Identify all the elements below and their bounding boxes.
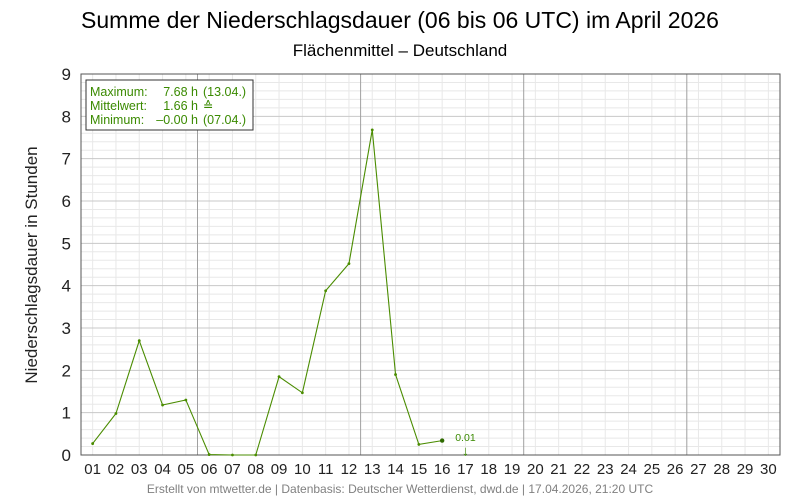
- x-tick-label: 09: [271, 461, 288, 478]
- annotation-arrow: ↓: [462, 443, 469, 459]
- y-tick-label: 5: [62, 234, 71, 253]
- data-point: [277, 375, 281, 379]
- x-tick-label: 29: [737, 461, 754, 478]
- y-tick-label: 9: [62, 65, 71, 84]
- x-tick-label: 03: [131, 461, 148, 478]
- data-point: [207, 453, 211, 456]
- chart-subtitle: Flächenmittel – Deutschland: [293, 41, 508, 60]
- data-point: [161, 403, 164, 407]
- x-tick-label: 04: [154, 461, 171, 478]
- data-point: [137, 339, 141, 343]
- stats-mean-value: 1.66 h: [163, 99, 198, 113]
- y-tick-label: 6: [62, 192, 71, 211]
- y-tick-label: 2: [62, 361, 71, 380]
- x-tick-label: 12: [341, 461, 358, 478]
- x-tick-label: 23: [597, 461, 614, 478]
- annotation-label: 0.01: [455, 432, 476, 444]
- stats-box-frame: [85, 79, 254, 131]
- x-tick-label: 22: [574, 461, 591, 478]
- x-tick-label: 25: [644, 461, 661, 478]
- y-tick-label: 3: [62, 319, 71, 338]
- plot-frame: [80, 73, 781, 456]
- data-point: [417, 443, 421, 446]
- data-point: [184, 398, 188, 402]
- stats-mean-label: Mittelwert:: [90, 99, 147, 113]
- x-tick-labels: 01 02 03 04 05 06 07 08 09 10 11 12 13 14 15 16 17 18 19 20…: [84, 461, 776, 478]
- x-tick-label: 07: [224, 461, 241, 478]
- data-point: [347, 262, 351, 266]
- x-tick-label: 15: [411, 461, 428, 478]
- x-tick-label: 05: [178, 461, 195, 478]
- grid: [81, 74, 780, 455]
- x-tick-label: 16: [434, 461, 451, 478]
- data-point: [91, 442, 95, 445]
- x-tick-label: 18: [480, 461, 497, 478]
- x-tick-label: 30: [760, 461, 777, 478]
- data-point: [254, 453, 258, 457]
- series-line: [92, 129, 443, 456]
- x-tick-label: 27: [690, 461, 707, 478]
- stats-min-value: –0.00 h: [156, 113, 198, 127]
- x-tick-label: 14: [387, 461, 404, 478]
- x-tick-label: 26: [667, 461, 684, 478]
- stats-max-value: 7.68 h: [163, 85, 198, 99]
- y-tick-labels: 0 1 2 3 4 5 6 7 8 9: [62, 65, 71, 465]
- series-group: [91, 128, 445, 457]
- x-tick-label: 17: [457, 461, 474, 478]
- x-tick-label: 20: [527, 461, 544, 478]
- x-tick-label: 10: [294, 461, 311, 478]
- y-tick-label: 1: [62, 404, 71, 423]
- x-tick-label: 24: [620, 461, 637, 478]
- x-tick-label: 19: [504, 461, 521, 478]
- data-point: [300, 391, 304, 395]
- annotation: 0.01 ↓: [455, 432, 476, 459]
- x-tick-label: 08: [247, 461, 264, 478]
- data-point: [439, 438, 445, 443]
- y-tick-label: 0: [62, 446, 71, 465]
- data-point: [370, 128, 374, 132]
- data-point: [114, 412, 118, 415]
- y-tick-label: 4: [62, 277, 71, 296]
- stats-box: Maximum: 7.68 h (13.04.) Mittelwert: 1.6…: [85, 79, 254, 131]
- data-point: [231, 453, 234, 457]
- x-tick-label: 13: [364, 461, 381, 478]
- x-tick-label: 28: [713, 461, 730, 478]
- stats-min-extra: (07.04.): [203, 113, 246, 127]
- y-tick-label: 8: [62, 107, 71, 126]
- data-point: [324, 289, 328, 293]
- data-point: [394, 373, 397, 376]
- stats-max-extra: (13.04.): [203, 85, 246, 99]
- x-tick-label: 21: [550, 461, 567, 478]
- x-tick-label: 02: [108, 461, 125, 478]
- y-axis-label: Niederschlagsdauer in Stunden: [22, 146, 41, 383]
- stats-max-label: Maximum:: [90, 85, 148, 99]
- footer-credit: Erstellt von mtwetter.de | Datenbasis: D…: [147, 482, 654, 496]
- x-tick-label: 01: [84, 461, 101, 478]
- x-tick-label: 06: [201, 461, 218, 478]
- chart-title: Summe der Niederschlagsdauer (06 bis 06 …: [81, 7, 719, 33]
- x-tick-label: 11: [318, 461, 334, 478]
- y-tick-label: 7: [62, 150, 71, 169]
- stats-mean-extra: ≙: [203, 99, 213, 113]
- stats-min-label: Minimum:: [90, 113, 144, 127]
